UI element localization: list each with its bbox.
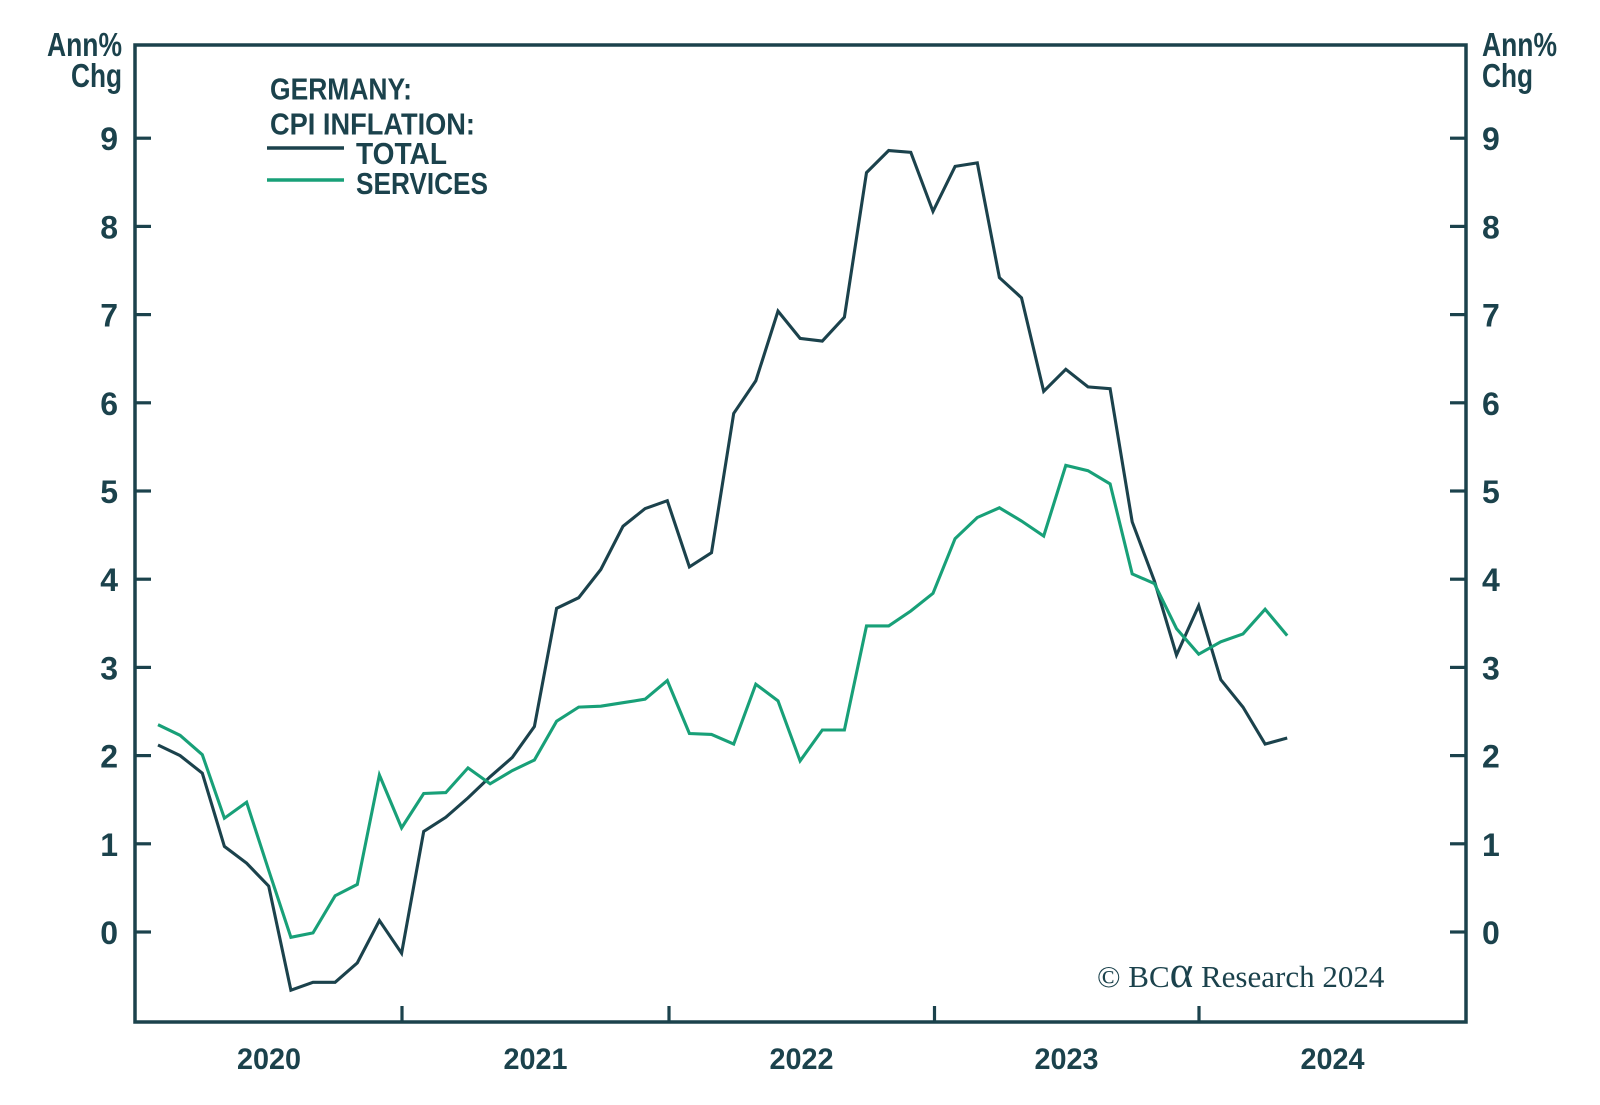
svg-text:9: 9	[100, 121, 118, 157]
svg-text:GERMANY:: GERMANY:	[270, 72, 412, 107]
svg-text:5: 5	[1482, 474, 1500, 510]
svg-text:0: 0	[1482, 915, 1500, 951]
svg-text:© BCα Research 2024: © BCα Research 2024	[1097, 947, 1385, 997]
svg-text:1: 1	[1482, 827, 1500, 863]
svg-text:CPI INFLATION:: CPI INFLATION:	[270, 107, 475, 142]
svg-text:1: 1	[100, 827, 118, 863]
svg-text:2: 2	[1482, 739, 1500, 775]
svg-text:2023: 2023	[1035, 1043, 1099, 1076]
svg-text:6: 6	[100, 386, 118, 422]
svg-text:Chg: Chg	[1482, 57, 1533, 94]
svg-text:4: 4	[100, 562, 118, 598]
svg-text:2022: 2022	[770, 1043, 834, 1076]
svg-text:2024: 2024	[1301, 1043, 1365, 1076]
svg-text:TOTAL: TOTAL	[356, 136, 447, 171]
svg-text:5: 5	[100, 474, 118, 510]
svg-text:3: 3	[100, 650, 118, 686]
svg-text:Ann%: Ann%	[1482, 26, 1557, 63]
svg-text:9: 9	[1482, 121, 1500, 157]
svg-text:2020: 2020	[237, 1043, 301, 1076]
svg-text:Ann%: Ann%	[47, 26, 122, 63]
svg-text:6: 6	[1482, 386, 1500, 422]
svg-text:8: 8	[1482, 209, 1500, 245]
svg-text:Chg: Chg	[71, 57, 122, 94]
svg-text:0: 0	[100, 915, 118, 951]
svg-text:SERVICES: SERVICES	[356, 166, 488, 201]
svg-text:2021: 2021	[504, 1043, 568, 1076]
svg-text:8: 8	[100, 209, 118, 245]
svg-text:2: 2	[100, 739, 118, 775]
svg-text:3: 3	[1482, 650, 1500, 686]
svg-text:4: 4	[1482, 562, 1500, 598]
svg-text:7: 7	[1482, 298, 1500, 334]
svg-text:7: 7	[100, 298, 118, 334]
